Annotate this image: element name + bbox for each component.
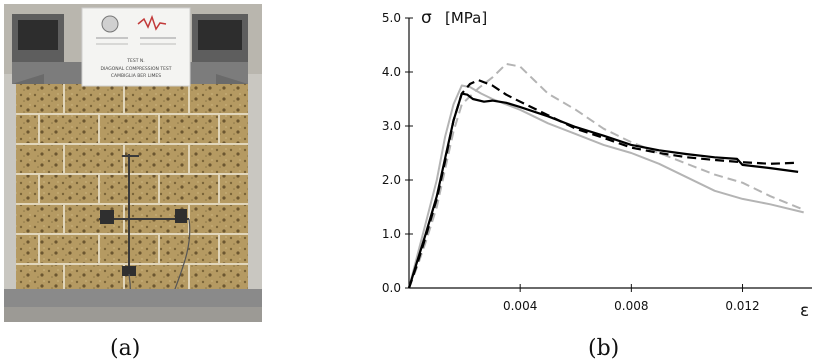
sign-line-3: CAMBIGLIA BER LIMES xyxy=(111,73,161,79)
y-axis-unit: [MPa] xyxy=(445,9,487,27)
y-axis-symbol: σ xyxy=(421,8,432,28)
sign-board xyxy=(81,7,191,87)
caption-b: (b) xyxy=(588,336,620,361)
sign-line-1: TEST N. xyxy=(126,58,144,64)
chart-ticks: 0.0 1.0 2.0 3.0 4.0 5.0 0.004 0.008 0.012 xyxy=(382,11,760,313)
y-tick-label: 5.0 xyxy=(382,11,401,25)
stress-strain-chart: 0.0 1.0 2.0 3.0 4.0 5.0 0.004 0.008 0.012 σ [MPa… xyxy=(382,8,812,321)
x-tick-label: 0.008 xyxy=(614,299,648,313)
sign-line-2: DIAGONAL COMPRESSION TEST xyxy=(100,66,171,72)
y-tick-label: 1.0 xyxy=(382,227,401,241)
series-line-dashed-gray xyxy=(408,62,805,289)
chart-series xyxy=(407,62,805,289)
y-tick-label: 2.0 xyxy=(382,173,401,187)
caption-a: (a) xyxy=(110,336,141,361)
lab-logo xyxy=(137,14,167,31)
x-axis-label: ε xyxy=(800,301,809,321)
x-tick-label: 0.004 xyxy=(503,299,537,313)
series-line-solid-gray xyxy=(408,84,804,289)
y-tick-label: 4.0 xyxy=(382,65,401,79)
y-tick-label: 3.0 xyxy=(382,119,401,133)
masonry-panel xyxy=(16,84,248,289)
series-line-solid-black xyxy=(407,92,799,289)
x-tick-label: 0.012 xyxy=(725,299,759,313)
chart-axes xyxy=(408,18,812,289)
test-photo: TEST N. DIAGONAL COMPRESSION TEST CAMBIG… xyxy=(4,4,262,322)
series-line-dashed-black xyxy=(407,79,799,289)
bottom-beam xyxy=(4,289,262,307)
university-logo xyxy=(101,15,119,33)
y-tick-label: 0.0 xyxy=(382,281,401,295)
